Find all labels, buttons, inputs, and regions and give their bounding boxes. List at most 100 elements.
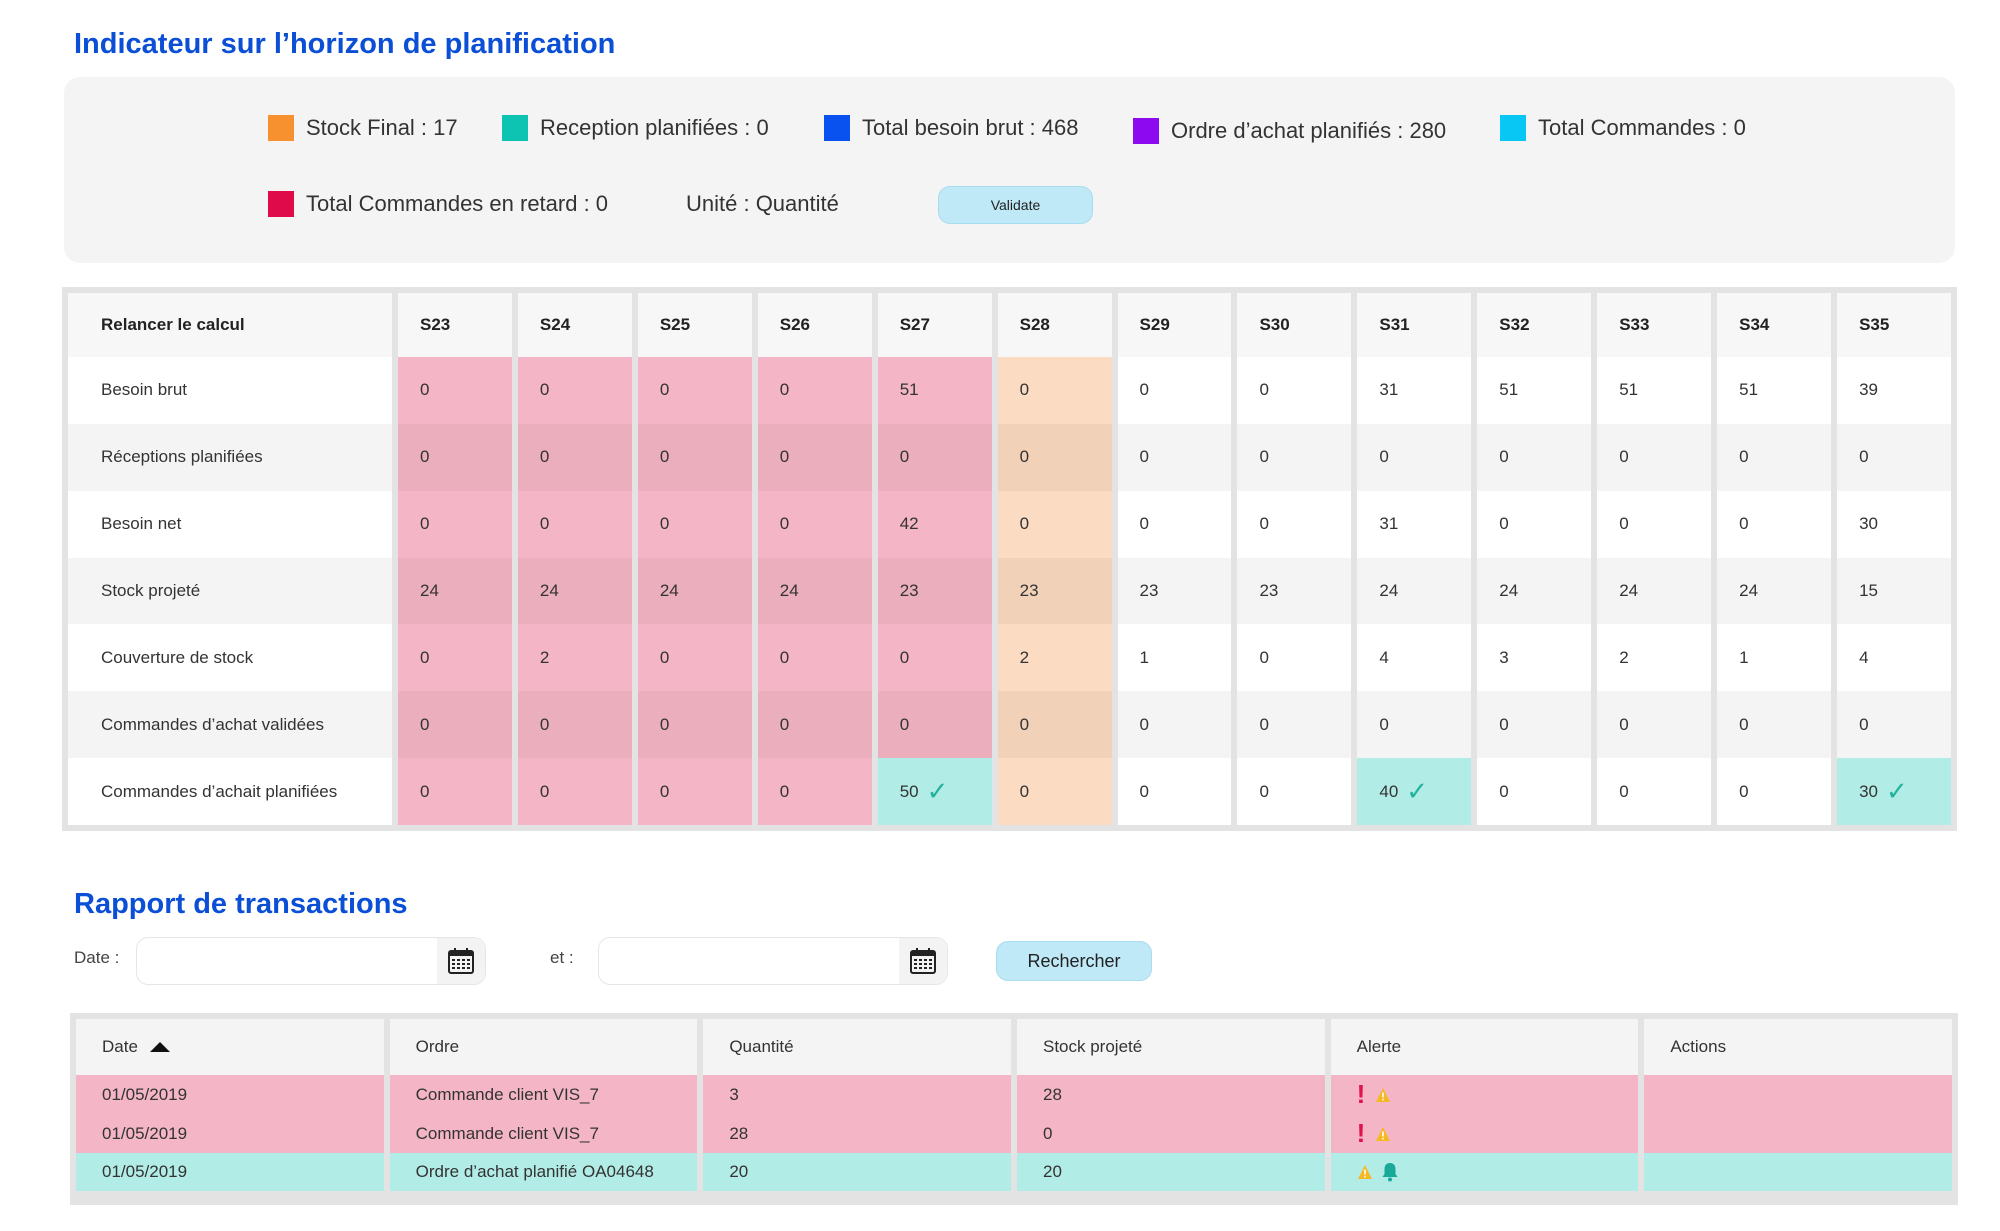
search-button[interactable]: Rechercher <box>996 941 1152 981</box>
cell-value: 0 <box>1019 514 1030 534</box>
value-cell: 51 <box>1477 357 1592 424</box>
week-header-s29: S29 <box>1117 293 1232 357</box>
cell-value: 0 <box>659 781 670 801</box>
cell-value: 0 <box>1739 514 1749 534</box>
cell-value: 23 <box>899 580 919 600</box>
date-from-input[interactable] <box>136 937 486 985</box>
validate-button[interactable]: Validate <box>938 186 1093 224</box>
cell-value: 3 <box>1499 647 1509 667</box>
tx-cell-actions[interactable] <box>1644 1114 1952 1153</box>
value-cell: 0 <box>997 490 1112 558</box>
cell-value: 24 <box>1499 580 1519 600</box>
date-to-input[interactable] <box>598 937 948 985</box>
cell-value: 1 <box>1139 647 1149 667</box>
tx-cell-stock: 20 <box>1016 1153 1325 1191</box>
tx-cell-date: 01/05/2019 <box>76 1114 384 1153</box>
planned-cell[interactable]: 40 ✓ <box>1357 758 1472 825</box>
value-cell: 0 <box>1717 423 1832 491</box>
legend-swatch <box>268 115 294 141</box>
week-header-s23: S23 <box>398 293 512 357</box>
column-header-4: Alerte <box>1330 1019 1639 1075</box>
value-cell: 0 <box>1717 758 1832 825</box>
cell-value: 0 <box>779 781 790 801</box>
cell-value: 0 <box>1499 514 1509 534</box>
cell-value: 0 <box>539 380 550 400</box>
cell-value: 0 <box>659 380 670 400</box>
cell-value: 0 <box>1019 380 1030 400</box>
unit-text: Unité : Quantité <box>686 191 839 216</box>
column-header-2: Quantité <box>703 1019 1011 1075</box>
value-cell: 23 <box>1237 557 1352 625</box>
value-cell: 0 <box>1717 490 1832 558</box>
value-cell: 24 <box>398 557 512 625</box>
legend-label: Ordre d’achat planifiés : 280 <box>1171 118 1447 143</box>
value-cell: 0 <box>1117 691 1232 759</box>
week-header-s24: S24 <box>517 293 632 357</box>
value-cell: 0 <box>997 357 1112 424</box>
cell-value: 4 <box>1379 647 1389 667</box>
cell-value: 0 <box>539 447 550 467</box>
value-cell: 0 <box>877 423 992 491</box>
row-label: Commandes d’achait planifiées <box>68 758 392 825</box>
value-cell: 24 <box>1597 557 1712 625</box>
legend-total-commandes: Total Commandes : 0 <box>1500 115 1746 141</box>
column-header-0[interactable]: Date <box>76 1019 384 1075</box>
row-label: Besoin net <box>68 490 392 558</box>
value-cell: 0 <box>1597 691 1712 759</box>
exclamation-icon: ! <box>1356 1118 1366 1148</box>
cell-value: 24 <box>1739 580 1759 600</box>
tx-cell-actions[interactable] <box>1644 1153 1952 1191</box>
cell-value: 0 <box>1379 714 1389 734</box>
cell-value: 2 <box>1619 647 1629 667</box>
value-cell: 0 <box>1477 758 1592 825</box>
cell-value: 0 <box>420 781 430 801</box>
column-header-1: Ordre <box>389 1019 698 1075</box>
cell-value: 24 <box>539 580 559 600</box>
value-cell: 23 <box>997 557 1112 625</box>
legend-panel: Stock Final : 17 Reception planifiées : … <box>64 77 1955 263</box>
recalc-button[interactable]: Relancer le calcul <box>68 293 392 357</box>
checkmark-icon[interactable]: ✓ <box>1885 776 1908 807</box>
week-header-s35: S35 <box>1837 293 1951 357</box>
cell-value: 2 <box>1019 647 1030 667</box>
sort-ascending-icon[interactable] <box>149 1042 170 1052</box>
value-cell: 0 <box>1237 624 1352 692</box>
week-header-s31: S31 <box>1357 293 1472 357</box>
calendar-icon[interactable] <box>437 938 485 984</box>
value-cell: 51 <box>1597 357 1712 424</box>
legend-swatch <box>1133 118 1159 144</box>
tx-cell-date: 01/05/2019 <box>76 1153 384 1191</box>
value-cell: 2 <box>1597 624 1712 692</box>
value-cell: 24 <box>637 557 752 625</box>
legend-besoin-brut: Total besoin brut : 468 <box>824 115 1078 141</box>
value-cell: 0 <box>1717 691 1832 759</box>
cell-value: 51 <box>1739 380 1759 400</box>
cell-value: 0 <box>1139 514 1149 534</box>
value-cell: 0 <box>1597 490 1712 558</box>
cell-value: 0 <box>1259 714 1269 734</box>
value-cell: 39 <box>1837 357 1951 424</box>
cell-value: 0 <box>1259 380 1269 400</box>
value-cell: 0 <box>1357 423 1472 491</box>
cell-value: 0 <box>420 647 430 667</box>
value-cell: 0 <box>997 691 1112 759</box>
value-cell: 24 <box>757 557 872 625</box>
tx-cell-order: Commande client VIS_7 <box>389 1075 698 1114</box>
value-cell: 24 <box>1717 557 1832 625</box>
calendar-icon[interactable] <box>899 938 947 984</box>
checkmark-icon[interactable]: ✓ <box>1406 776 1429 807</box>
value-cell: 0 <box>997 758 1112 825</box>
cell-value: 0 <box>779 447 790 467</box>
planned-cell[interactable]: 30 ✓ <box>1837 758 1951 825</box>
cell-value: 0 <box>1859 714 1869 734</box>
legend-label: Stock Final : 17 <box>306 115 458 140</box>
planning-grid: Relancer le calcul S23 S24 S25 S26 S27 S28 S29 S… <box>68 293 1951 825</box>
tx-cell-actions[interactable] <box>1644 1075 1952 1114</box>
legend-reception: Reception planifiées : 0 <box>502 115 769 141</box>
planned-cell[interactable]: 50 ✓ <box>877 758 992 825</box>
column-header-3: Stock projeté <box>1016 1019 1325 1075</box>
cell-value: 0 <box>1259 447 1269 467</box>
value-cell: 0 <box>1237 758 1352 825</box>
checkmark-icon[interactable]: ✓ <box>926 776 949 807</box>
legend-label: Total besoin brut : 468 <box>862 115 1079 140</box>
